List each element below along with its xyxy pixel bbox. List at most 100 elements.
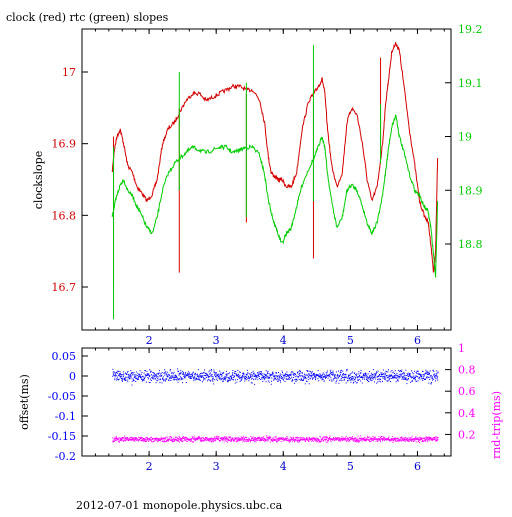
rnd-trip-point bbox=[119, 440, 121, 441]
rnd-trip-point bbox=[434, 437, 436, 439]
offset-point bbox=[350, 378, 352, 380]
rnd-trip-point bbox=[254, 438, 256, 440]
offset-point bbox=[322, 376, 324, 378]
offset-point bbox=[139, 374, 141, 376]
offset-point bbox=[404, 376, 406, 378]
rnd-trip-point bbox=[280, 437, 282, 439]
offset-point bbox=[292, 371, 294, 373]
rnd-trip-point bbox=[309, 437, 310, 438]
offset-point bbox=[139, 370, 141, 372]
rnd-trip-point bbox=[179, 441, 181, 443]
rnd-trip-point bbox=[233, 438, 235, 440]
offset-point bbox=[402, 372, 404, 374]
offset-point bbox=[231, 377, 233, 379]
offset-point bbox=[432, 379, 433, 381]
offset-point bbox=[189, 376, 191, 378]
offset-point bbox=[410, 377, 412, 379]
y-tick-label: 19.1 bbox=[458, 77, 483, 90]
offset-point bbox=[183, 373, 185, 375]
rnd-trip-point bbox=[412, 438, 414, 440]
offset-point bbox=[421, 375, 423, 377]
offset-point bbox=[191, 373, 192, 375]
rnd-trip-point bbox=[352, 438, 354, 440]
offset-point bbox=[412, 372, 413, 374]
offset-point bbox=[253, 376, 255, 377]
rnd-trip-point bbox=[165, 440, 167, 442]
rnd-trip-point bbox=[112, 437, 114, 439]
offset-point bbox=[345, 382, 347, 384]
offset-point bbox=[377, 381, 379, 383]
rnd-trip-point bbox=[325, 438, 327, 440]
rnd-trip-point bbox=[364, 436, 366, 438]
rnd-trip-point bbox=[160, 436, 162, 438]
offset-point bbox=[219, 378, 221, 380]
offset-point bbox=[433, 374, 435, 376]
rnd-trip-point bbox=[364, 440, 366, 442]
offset-point bbox=[385, 377, 387, 379]
offset-point bbox=[276, 378, 278, 380]
offset-point bbox=[415, 380, 417, 382]
rnd-trip-point bbox=[265, 438, 267, 440]
rnd-trip-point bbox=[155, 439, 157, 441]
offset-point bbox=[269, 375, 271, 377]
rnd-trip-point bbox=[275, 436, 277, 438]
offset-point bbox=[270, 373, 272, 375]
rnd-trip-point bbox=[171, 440, 173, 442]
offset-point bbox=[299, 373, 301, 374]
offset-point bbox=[346, 370, 348, 372]
offset-point bbox=[351, 377, 353, 379]
offset-point bbox=[432, 378, 434, 380]
offset-point bbox=[326, 372, 328, 374]
offset-point bbox=[354, 372, 356, 374]
offset-point bbox=[200, 372, 202, 374]
offset-point bbox=[131, 372, 133, 374]
rnd-trip-point bbox=[168, 439, 170, 441]
offset-point bbox=[369, 371, 370, 373]
rnd-trip-point bbox=[305, 440, 307, 442]
rnd-trip-point bbox=[132, 439, 134, 441]
rnd-trip-point bbox=[285, 437, 287, 439]
offset-point bbox=[216, 376, 218, 378]
offset-point bbox=[208, 376, 210, 378]
offset-point bbox=[208, 376, 210, 378]
rnd-trip-point bbox=[341, 436, 343, 438]
offset-point bbox=[339, 373, 341, 375]
rnd-trip-point bbox=[415, 436, 417, 438]
offset-point bbox=[365, 379, 367, 381]
rnd-trip-point bbox=[289, 436, 291, 438]
rnd-trip-point bbox=[404, 437, 406, 439]
offset-point bbox=[411, 370, 413, 372]
chart-title: clock (red) rtc (green) slopes bbox=[6, 11, 169, 24]
offset-point bbox=[210, 370, 212, 372]
offset-point bbox=[275, 377, 276, 379]
offset-point bbox=[267, 380, 269, 382]
offset-point bbox=[224, 378, 226, 380]
rnd-trip-point bbox=[434, 438, 436, 440]
offset-point bbox=[166, 378, 168, 380]
offset-point bbox=[354, 378, 356, 380]
offset-point bbox=[202, 372, 204, 374]
offset-point bbox=[371, 376, 373, 378]
rnd-trip-point bbox=[317, 440, 319, 441]
rnd-trip-point bbox=[268, 438, 270, 440]
rnd-trip-point bbox=[436, 440, 437, 442]
offset-point bbox=[238, 376, 240, 378]
rnd-trip-point bbox=[292, 436, 294, 438]
rnd-trip-point bbox=[137, 439, 139, 441]
rnd-trip-point bbox=[119, 439, 121, 441]
offset-point bbox=[295, 374, 296, 376]
rnd-trip-point bbox=[351, 437, 353, 439]
rnd-trip-point bbox=[426, 441, 428, 443]
rnd-trip-point bbox=[292, 441, 293, 443]
offset-point bbox=[218, 375, 220, 377]
offset-point bbox=[162, 378, 164, 380]
offset-point bbox=[367, 373, 369, 375]
rnd-trip-point bbox=[418, 438, 419, 440]
offset-point bbox=[144, 370, 146, 372]
offset-point bbox=[405, 377, 407, 379]
offset-point bbox=[190, 375, 192, 377]
offset-point bbox=[228, 380, 229, 382]
rnd-trip-point bbox=[156, 438, 158, 440]
offset-point bbox=[426, 370, 428, 372]
offset-point bbox=[252, 377, 254, 379]
